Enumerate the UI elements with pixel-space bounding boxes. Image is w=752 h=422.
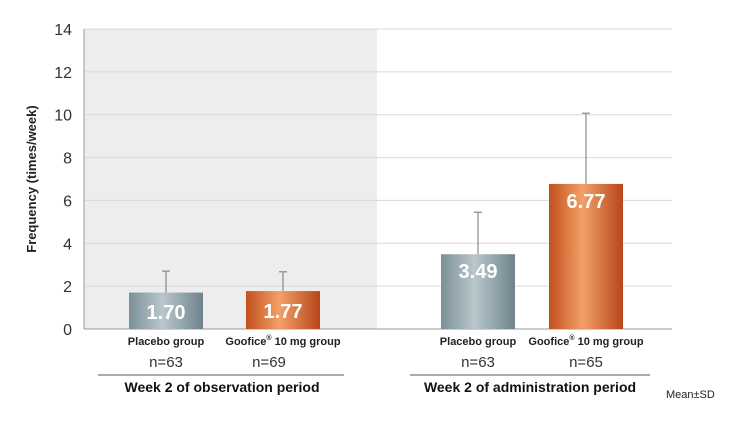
gridlines — [84, 28, 672, 287]
category-label-4: Goofice® 10 mg group — [528, 334, 643, 348]
y-axis-ticks: 0 2 4 6 8 10 12 14 — [54, 22, 72, 339]
bar — [549, 183, 623, 329]
bar-value-label: 6.77 — [567, 191, 606, 213]
observation-period-label: Week 2 of observation period — [124, 379, 319, 395]
n-label-4: n=65 — [569, 354, 603, 371]
y-tick-label: 14 — [54, 22, 72, 39]
bar-value-label: 3.49 — [459, 261, 498, 283]
y-tick-label: 4 — [63, 236, 72, 253]
bar-value-label: 1.70 — [147, 302, 186, 324]
category-label-2: Goofice® 10 mg group — [225, 334, 340, 348]
y-tick-label: 8 — [63, 151, 72, 168]
y-axis-label: Frequency (times/week) — [24, 105, 39, 252]
category-label-1: Placebo group — [128, 336, 205, 348]
administration-period-label: Week 2 of administration period — [424, 379, 636, 395]
y-tick-label: 10 — [54, 108, 72, 125]
y-tick-label: 0 — [63, 322, 72, 339]
y-tick-label: 2 — [63, 279, 72, 296]
n-label-3: n=63 — [461, 354, 495, 371]
bars: 1.70 1.77 3.49 6.77 — [129, 112, 623, 329]
bar — [129, 292, 203, 329]
category-label-3: Placebo group — [440, 336, 517, 348]
bar-value-label: 1.77 — [264, 301, 303, 323]
n-label-2: n=69 — [252, 354, 286, 371]
y-tick-label: 6 — [63, 193, 72, 210]
n-label-1: n=63 — [149, 354, 183, 371]
observation-period-shading — [84, 29, 377, 329]
bar — [441, 254, 515, 329]
bar — [246, 291, 320, 329]
y-tick-label: 12 — [54, 65, 72, 82]
footnote-mean-sd: Mean±SD — [666, 389, 715, 401]
